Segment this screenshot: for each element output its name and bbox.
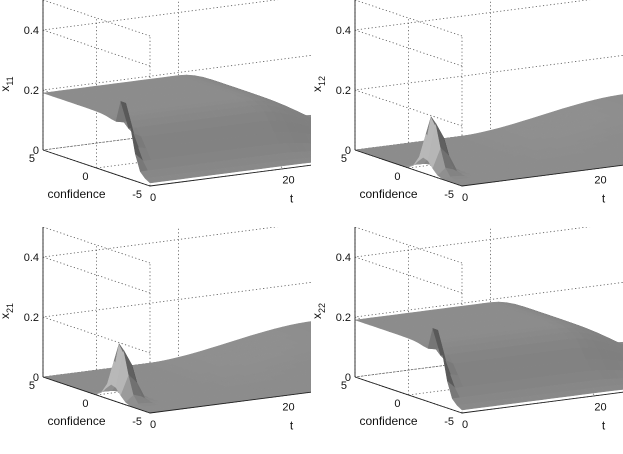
z-tick-label: 0.4 — [336, 25, 351, 37]
z-tick-label: 0.2 — [336, 85, 351, 97]
axes — [42, 227, 311, 414]
x-tick-label: 20 — [594, 175, 606, 187]
y-tick-label: -5 — [132, 189, 142, 201]
z-axis-label: x12 — [312, 76, 327, 92]
surface — [42, 321, 311, 414]
z-tick-label: 0 — [345, 372, 351, 384]
x-axis-label: t — [602, 192, 606, 206]
x-tick-label: 20 — [594, 402, 606, 414]
z-tick-label: 0.4 — [24, 25, 39, 37]
x-axis-label: t — [290, 192, 294, 206]
x-tick-label: 0 — [462, 192, 468, 204]
y-tick-label: 0 — [394, 398, 400, 410]
x-tick-label: 0 — [462, 419, 468, 431]
surface — [354, 301, 623, 411]
y-tick-label: 0 — [82, 398, 88, 410]
z-tick-label: 0.4 — [336, 252, 351, 264]
x-tick-label: 0 — [150, 192, 156, 204]
z-axis-label: x11 — [0, 76, 15, 91]
surface — [42, 74, 311, 184]
y-tick-label: -5 — [444, 416, 454, 428]
x-tick-label: 20 — [282, 402, 294, 414]
y-axis-label: confidence — [47, 414, 105, 428]
z-tick-label: 0 — [345, 145, 351, 157]
x-tick-label: 0 — [150, 419, 156, 431]
z-axis-label: x22 — [312, 303, 327, 319]
x-axis-label: t — [290, 419, 294, 433]
y-tick-label: -5 — [132, 416, 142, 428]
y-tick-label: -5 — [444, 189, 454, 201]
z-tick-label: 0.2 — [24, 312, 39, 324]
y-tick-label: 5 — [29, 153, 35, 165]
z-tick-label: 0.2 — [336, 312, 351, 324]
axes — [42, 0, 311, 187]
y-axis-label: confidence — [359, 187, 417, 201]
x-tick-label: 20 — [282, 175, 294, 187]
z-tick-label: 0 — [33, 145, 39, 157]
axes — [354, 0, 623, 187]
y-tick-label: 5 — [29, 380, 35, 392]
z-tick-label: 0.2 — [24, 85, 39, 97]
y-tick-label: 5 — [341, 380, 347, 392]
y-tick-label: 0 — [394, 171, 400, 183]
z-tick-label: 0.4 — [24, 252, 39, 264]
z-axis-label: x21 — [0, 303, 15, 319]
y-tick-label: 0 — [82, 171, 88, 183]
surface — [354, 94, 623, 187]
y-axis-label: confidence — [47, 187, 105, 201]
x-axis-label: t — [602, 419, 606, 433]
z-tick-label: 0 — [33, 372, 39, 384]
axes — [354, 227, 623, 414]
y-axis-label: confidence — [359, 414, 417, 428]
y-tick-label: 5 — [341, 153, 347, 165]
